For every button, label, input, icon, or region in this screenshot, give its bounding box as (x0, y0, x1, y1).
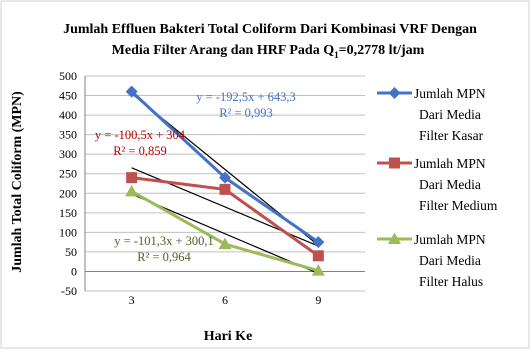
x-tick-label: 9 (315, 293, 321, 307)
data-point (125, 85, 138, 98)
y-tick-label: 150 (59, 206, 77, 220)
x-tick-labels: 3 6 9 (129, 293, 322, 307)
trend-r-squared: R² = 0,859 (113, 144, 167, 158)
trend-equation: y = -100,5x + 304 (95, 128, 186, 142)
series-markers (125, 85, 325, 276)
y-tick-label: -50 (61, 284, 77, 298)
legend-swatch-marker (388, 87, 401, 99)
legend-label: Jumlah MPN (414, 232, 486, 247)
chart-title-line1: Jumlah Effluen Bakteri Total Coliform Da… (63, 22, 477, 37)
data-point (311, 264, 325, 276)
data-point (125, 184, 139, 197)
trend-r-squared: R² = 0,993 (219, 106, 273, 120)
y-tick-label: 450 (59, 89, 77, 103)
chart-title-line2-end: =0,2778 lt/jam (339, 43, 425, 58)
legend: Jumlah MPN Dari Media Filter Kasar Jumlah M… (377, 86, 498, 289)
x-axis-title: Hari Ke (204, 329, 253, 344)
y-tick-label: 50 (65, 245, 77, 259)
legend-label: Jumlah MPN (414, 156, 486, 171)
legend-label: Filter Medium (419, 198, 498, 213)
y-tick-label: 250 (59, 167, 77, 181)
trend-equations: y = -192,5x + 643,3 R² = 0,993 y = -100,5x… (95, 90, 296, 264)
trend-r-squared: R² = 0,964 (137, 250, 191, 264)
y-tick-label: 100 (59, 225, 77, 239)
data-point (126, 172, 138, 184)
legend-label: Dari Media (419, 253, 481, 268)
x-tick-label: 3 (129, 293, 135, 307)
chart-title-line2-main: Media Filter Arang dan HRF Pada Q (112, 43, 335, 58)
chart-title-line2: Media Filter Arang dan HRF Pada Q1=0,277… (112, 43, 425, 60)
legend-label: Dari Media (419, 177, 481, 192)
y-tick-label: 350 (59, 128, 77, 142)
legend-label: Filter Kasar (419, 128, 484, 143)
data-point (218, 237, 232, 250)
y-tick-label: 500 (59, 69, 77, 83)
data-point (312, 236, 325, 249)
legend-swatch-marker (389, 157, 400, 169)
y-tick-label: 0 (71, 264, 77, 278)
trend-equation: y = -192,5x + 643,3 (196, 90, 296, 104)
y-tick-label: 200 (59, 186, 77, 200)
y-axis-title: Jumlah Total Coliform (MPN) (10, 91, 25, 273)
y-tick-label: 300 (59, 147, 77, 161)
trend-equation: y = -101,3x + 300,1 (114, 234, 214, 248)
y-tick-label: 400 (59, 108, 77, 122)
x-tick-label: 6 (222, 293, 228, 307)
data-point (219, 171, 231, 184)
legend-swatch-marker (388, 232, 401, 244)
data-point (219, 183, 231, 195)
data-point (312, 250, 324, 262)
legend-label: Dari Media (419, 107, 481, 122)
legend-label: Jumlah MPN (414, 86, 486, 101)
chart-title-line2-sub: 1 (334, 50, 339, 60)
legend-label: Filter Halus (419, 274, 483, 289)
